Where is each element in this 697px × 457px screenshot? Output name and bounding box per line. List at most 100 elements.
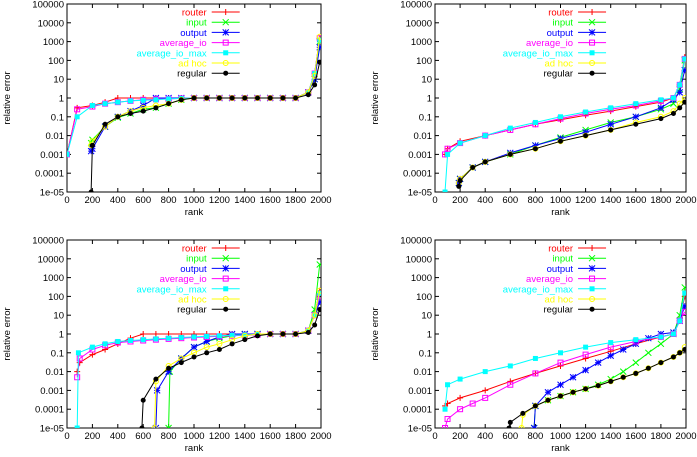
data-point bbox=[457, 178, 463, 184]
data-point bbox=[178, 335, 184, 341]
data-point bbox=[229, 95, 235, 101]
data-point bbox=[88, 189, 94, 192]
data-point bbox=[558, 350, 563, 356]
legend-label: router bbox=[182, 8, 207, 19]
data-point bbox=[255, 333, 260, 339]
legend-marker bbox=[223, 306, 229, 312]
legend-marker bbox=[222, 9, 229, 15]
series-line bbox=[155, 301, 321, 428]
data-point bbox=[442, 189, 448, 192]
x-tick-label: 0 bbox=[64, 195, 69, 206]
x-tick-label: 600 bbox=[502, 431, 518, 442]
legend-label: input bbox=[186, 18, 207, 29]
data-point bbox=[532, 355, 538, 361]
y-tick-label: 1000 bbox=[411, 37, 432, 48]
data-point bbox=[681, 66, 686, 74]
data-point bbox=[518, 425, 525, 428]
data-point bbox=[89, 142, 95, 148]
data-point bbox=[153, 105, 159, 111]
data-point bbox=[670, 331, 676, 337]
data-point bbox=[293, 331, 299, 337]
series-regular bbox=[88, 59, 321, 192]
x-tick-label: 600 bbox=[135, 195, 151, 206]
y-tick-label: 10000 bbox=[38, 18, 64, 29]
data-point bbox=[102, 101, 108, 107]
y-axis-label: relative error bbox=[2, 71, 13, 124]
data-point bbox=[151, 425, 158, 428]
data-point bbox=[532, 370, 539, 377]
series-regular bbox=[139, 307, 321, 428]
data-point bbox=[607, 352, 615, 360]
data-point bbox=[520, 410, 526, 416]
series-line bbox=[458, 70, 686, 184]
data-point bbox=[311, 72, 318, 79]
legend-label: average_io_max bbox=[503, 48, 573, 59]
y-tick-label: 100 bbox=[48, 56, 64, 67]
panel-top-right: 0 200 400 600 800 1000 1200 1400 1600 1800 2000 1e-… bbox=[370, 0, 697, 218]
data-point bbox=[644, 349, 652, 357]
legend-label: output bbox=[547, 264, 574, 275]
data-point bbox=[280, 331, 286, 337]
x-tick-label: 1000 bbox=[550, 431, 571, 442]
data-point bbox=[557, 381, 564, 389]
series-ad-hoc bbox=[455, 95, 686, 187]
series-regular bbox=[456, 99, 686, 189]
y-tick-label: 0.001 bbox=[408, 386, 432, 397]
y-tick-label: 0.1 bbox=[419, 112, 432, 123]
y-tick-label: 0.001 bbox=[408, 150, 432, 161]
legend-label: average_io_max bbox=[136, 284, 206, 295]
data-point bbox=[445, 151, 451, 157]
panel-bottom-left: 0 200 400 600 800 1000 1200 1400 1600 1800 2000 1e-… bbox=[2, 236, 332, 455]
data-point bbox=[532, 146, 538, 152]
legend-label: router bbox=[548, 244, 573, 255]
data-point bbox=[115, 338, 121, 344]
data-point bbox=[455, 179, 463, 187]
legend-marker bbox=[588, 265, 596, 272]
y-tick-label: 10 bbox=[53, 311, 64, 322]
legend-label: output bbox=[547, 28, 574, 39]
legend-label: regular bbox=[543, 69, 573, 80]
legend-marker bbox=[588, 29, 596, 36]
data-point bbox=[178, 360, 184, 366]
x-tick-label: 1800 bbox=[650, 195, 671, 206]
legend-marker bbox=[589, 306, 595, 312]
data-point bbox=[569, 373, 577, 381]
x-tick-label: 1400 bbox=[600, 195, 621, 206]
legend-marker bbox=[222, 39, 229, 46]
data-point bbox=[316, 298, 321, 306]
data-point bbox=[190, 343, 198, 351]
data-point bbox=[229, 341, 235, 347]
data-point bbox=[74, 114, 80, 120]
x-tick-label: 200 bbox=[84, 195, 100, 206]
legend-marker bbox=[589, 39, 596, 46]
data-point bbox=[128, 110, 133, 116]
data-point bbox=[682, 99, 686, 105]
legend-marker bbox=[223, 286, 229, 292]
y-tick-label: 0.0001 bbox=[403, 169, 432, 180]
y-tick-label: 1e-05 bbox=[40, 424, 64, 435]
x-tick-label: 1400 bbox=[234, 195, 255, 206]
data-point bbox=[676, 88, 684, 96]
y-tick-label: 0.0001 bbox=[403, 405, 432, 416]
x-tick-label: 1600 bbox=[625, 195, 646, 206]
x-tick-label: 0 bbox=[432, 195, 437, 206]
legend-marker bbox=[222, 245, 229, 251]
data-point bbox=[312, 82, 318, 88]
series-output bbox=[152, 298, 321, 428]
data-point bbox=[76, 355, 83, 362]
data-point bbox=[681, 302, 686, 310]
legend-label: input bbox=[186, 254, 207, 265]
x-tick-label: 400 bbox=[110, 431, 126, 442]
data-point bbox=[632, 359, 640, 366]
legend-label: average_io_max bbox=[503, 284, 573, 295]
data-point bbox=[153, 97, 159, 103]
data-point bbox=[74, 106, 81, 113]
x-tick-label: 1200 bbox=[209, 195, 230, 206]
legend-marker bbox=[589, 245, 596, 251]
data-point bbox=[670, 110, 676, 116]
y-tick-label: 0.1 bbox=[51, 112, 64, 123]
legend-marker bbox=[222, 296, 229, 302]
y-tick-label: 0.001 bbox=[40, 150, 64, 161]
x-axis-label: rank bbox=[551, 207, 570, 218]
x-tick-label: 400 bbox=[110, 195, 126, 206]
